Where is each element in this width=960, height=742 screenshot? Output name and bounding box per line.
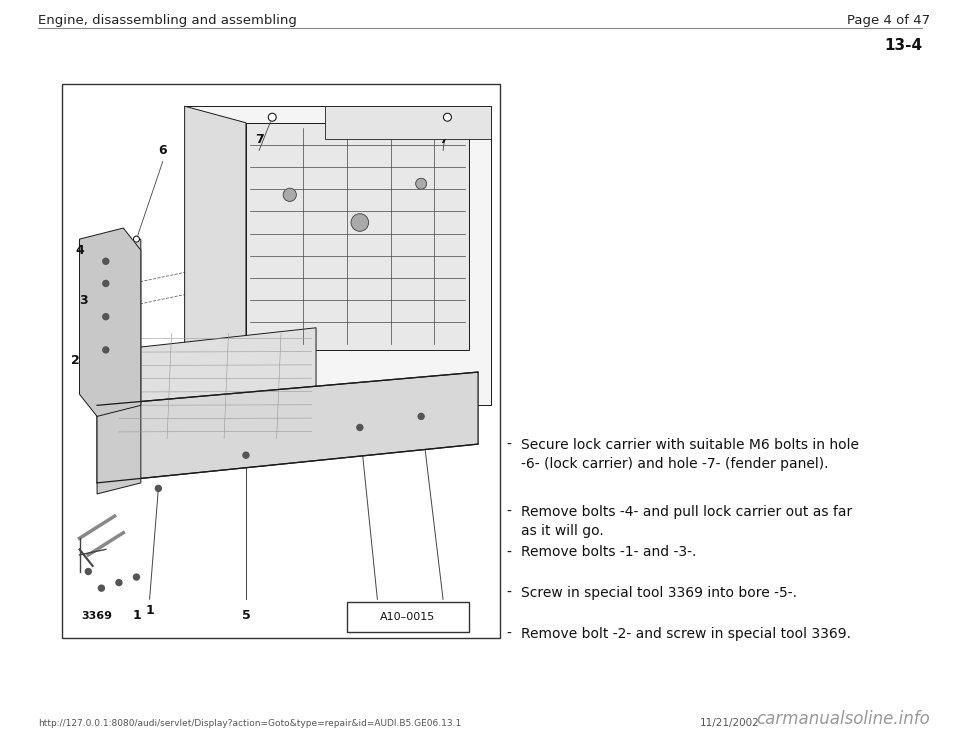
Circle shape: [283, 188, 297, 201]
Polygon shape: [80, 228, 141, 416]
Text: -: -: [506, 586, 511, 600]
Polygon shape: [97, 239, 141, 494]
Circle shape: [85, 568, 91, 574]
Text: http://127.0.0.1:8080/audi/servlet/Display?action=Goto&type=repair&id=AUDI.B5.GE: http://127.0.0.1:8080/audi/servlet/Displ…: [38, 719, 461, 728]
Text: Secure lock carrier with suitable M6 bolts in hole
-6- (lock carrier) and hole -: Secure lock carrier with suitable M6 bol…: [521, 438, 859, 470]
Text: Screw in special tool 3369 into bore -5-.: Screw in special tool 3369 into bore -5-…: [521, 586, 797, 600]
Circle shape: [103, 314, 108, 320]
Text: -: -: [506, 545, 511, 559]
Text: Remove bolts -4- and pull lock carrier out as far
as it will go.: Remove bolts -4- and pull lock carrier o…: [521, 505, 852, 537]
Circle shape: [268, 114, 276, 121]
Circle shape: [416, 178, 426, 189]
Circle shape: [103, 280, 108, 286]
Polygon shape: [324, 106, 492, 139]
Circle shape: [133, 236, 139, 242]
Circle shape: [99, 585, 105, 591]
Text: 3: 3: [80, 294, 88, 306]
Text: 1: 1: [132, 609, 141, 623]
Circle shape: [116, 580, 122, 585]
Text: 4: 4: [439, 609, 447, 623]
Circle shape: [243, 452, 249, 458]
Circle shape: [133, 574, 139, 580]
Polygon shape: [66, 90, 495, 632]
Text: 6: 6: [158, 144, 167, 157]
Circle shape: [444, 114, 451, 121]
Text: Remove bolts -1- and -3-.: Remove bolts -1- and -3-.: [521, 545, 696, 559]
Text: Engine, disassembling and assembling: Engine, disassembling and assembling: [38, 14, 297, 27]
Circle shape: [357, 424, 363, 430]
Circle shape: [419, 413, 424, 419]
Circle shape: [103, 258, 108, 264]
Circle shape: [156, 485, 161, 491]
Text: 7: 7: [439, 133, 447, 146]
Text: -: -: [506, 438, 511, 452]
Circle shape: [351, 214, 369, 232]
Text: 3: 3: [373, 609, 382, 623]
Polygon shape: [246, 122, 469, 350]
Text: A10–0015: A10–0015: [380, 612, 436, 623]
Polygon shape: [184, 106, 492, 405]
Polygon shape: [97, 372, 478, 483]
Text: carmanualsoline.info: carmanualsoline.info: [756, 710, 930, 728]
Circle shape: [103, 347, 108, 353]
Text: 2: 2: [71, 355, 80, 367]
Text: 11/21/2002: 11/21/2002: [700, 718, 759, 728]
Text: -: -: [506, 627, 511, 641]
Polygon shape: [114, 328, 316, 461]
Text: 13-4: 13-4: [884, 38, 922, 53]
Bar: [347, 602, 469, 632]
Text: -: -: [506, 505, 511, 519]
Bar: [62, 84, 500, 638]
Text: 3369: 3369: [82, 611, 112, 621]
Text: 7: 7: [254, 133, 263, 146]
Polygon shape: [184, 106, 246, 405]
Text: 5: 5: [242, 609, 251, 623]
Text: 1: 1: [145, 604, 154, 617]
Text: Page 4 of 47: Page 4 of 47: [847, 14, 930, 27]
Text: 4: 4: [75, 243, 84, 257]
Text: Remove bolt -2- and screw in special tool 3369.: Remove bolt -2- and screw in special too…: [521, 627, 851, 641]
